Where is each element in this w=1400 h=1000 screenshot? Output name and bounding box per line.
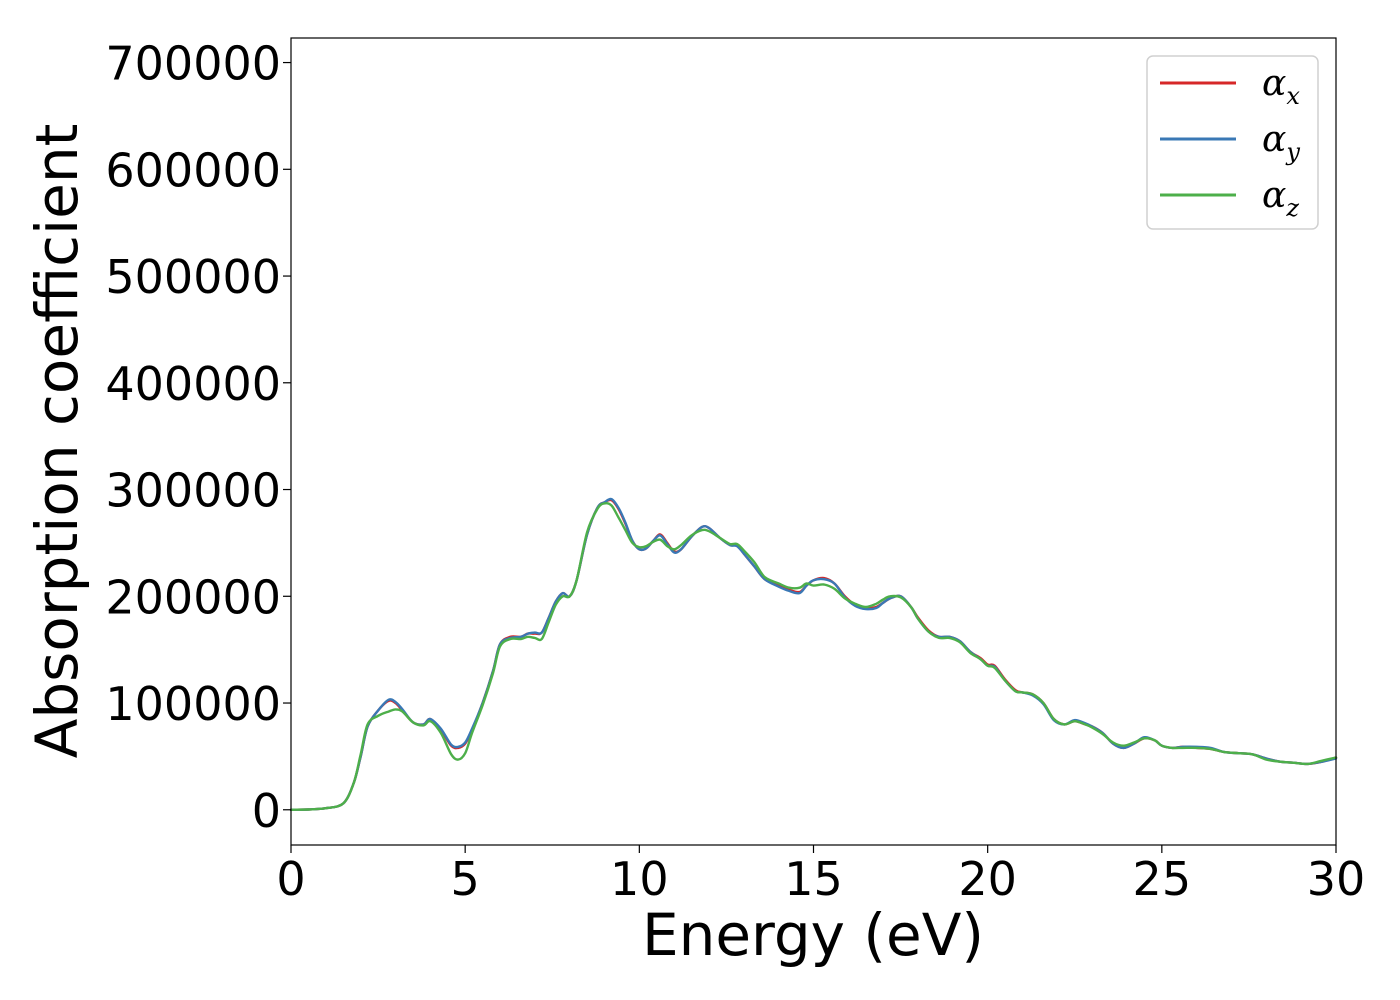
legend-items: αx αy αz [1160,63,1300,222]
series-line-alpha-z [289,501,1338,811]
x-axis: 0 5 10 15 20 25 30 [276,845,1365,906]
y-axis: 0 100000 200000 300000 400000 500000 600000 700… [105,37,291,838]
legend-label-alpha-z: αz [1262,175,1299,222]
y-tick-label: 100000 [105,677,281,731]
y-tick-label: 500000 [105,250,281,304]
y-axis-title: Absorption coefficient [23,124,91,759]
x-tick-label: 15 [784,852,843,906]
x-tick-label: 0 [276,852,305,906]
x-tick-label: 30 [1307,852,1366,906]
legend: αx αy αz [1146,55,1319,230]
y-tick-label: 400000 [105,357,281,411]
x-axis-title: Energy (eV) [642,901,984,969]
legend-box [1146,55,1319,230]
x-tick-label: 25 [1133,852,1192,906]
legend-label-alpha-y: αy [1262,119,1300,166]
x-tick-label: 20 [958,852,1017,906]
y-tick-label: 0 [252,784,281,838]
legend-label-alpha-x: αx [1262,63,1300,110]
x-tick-label: 10 [610,852,669,906]
x-tick-label: 5 [451,852,480,906]
series-layer [289,497,1338,811]
y-tick-label: 600000 [105,143,281,197]
y-tick-label: 300000 [105,464,281,518]
y-tick-label: 200000 [105,570,281,624]
y-tick-label: 700000 [105,37,281,91]
